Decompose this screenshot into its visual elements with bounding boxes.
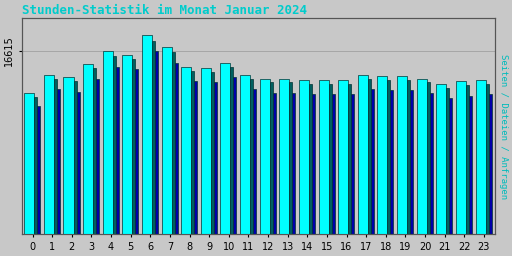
- Bar: [162, 47, 172, 234]
- Bar: [312, 94, 315, 234]
- Bar: [338, 80, 348, 234]
- Bar: [194, 81, 197, 234]
- Bar: [37, 106, 40, 234]
- Bar: [201, 68, 211, 234]
- Bar: [371, 89, 374, 234]
- Bar: [116, 67, 119, 234]
- Bar: [113, 56, 116, 234]
- Bar: [54, 79, 57, 234]
- Bar: [152, 40, 155, 234]
- Bar: [329, 84, 332, 234]
- Bar: [96, 79, 99, 234]
- Bar: [280, 79, 289, 234]
- Bar: [289, 82, 292, 234]
- Bar: [469, 95, 472, 234]
- Bar: [436, 84, 446, 234]
- Bar: [240, 74, 250, 234]
- Bar: [230, 67, 233, 234]
- Bar: [351, 94, 354, 234]
- Bar: [155, 51, 158, 234]
- Bar: [233, 77, 237, 234]
- Bar: [410, 90, 413, 234]
- Bar: [57, 89, 60, 234]
- Bar: [211, 72, 214, 234]
- Bar: [417, 79, 426, 234]
- Bar: [292, 93, 295, 234]
- Bar: [377, 76, 388, 234]
- Bar: [260, 79, 270, 234]
- Bar: [214, 82, 217, 234]
- Bar: [250, 79, 253, 234]
- Bar: [466, 85, 469, 234]
- Bar: [358, 74, 368, 234]
- Bar: [456, 81, 466, 234]
- Bar: [309, 84, 312, 234]
- Bar: [76, 92, 79, 234]
- Bar: [142, 35, 152, 234]
- Bar: [368, 79, 371, 234]
- Bar: [63, 77, 74, 234]
- Text: Stunden-Statistik im Monat Januar 2024: Stunden-Statistik im Monat Januar 2024: [22, 4, 307, 17]
- Bar: [221, 63, 230, 234]
- Bar: [191, 71, 194, 234]
- Bar: [348, 84, 351, 234]
- Bar: [430, 93, 433, 234]
- Bar: [318, 80, 329, 234]
- Bar: [74, 81, 76, 234]
- Bar: [450, 98, 452, 234]
- Bar: [34, 97, 37, 234]
- Bar: [426, 82, 430, 234]
- Bar: [270, 82, 273, 234]
- Bar: [133, 59, 135, 234]
- Bar: [83, 64, 93, 234]
- Bar: [299, 80, 309, 234]
- Bar: [476, 80, 485, 234]
- Bar: [446, 88, 450, 234]
- Bar: [407, 80, 410, 234]
- Bar: [122, 55, 133, 234]
- Bar: [332, 94, 334, 234]
- Bar: [103, 51, 113, 234]
- Bar: [175, 63, 178, 234]
- Y-axis label: Seiten / Dateien / Anfragen: Seiten / Dateien / Anfragen: [499, 54, 508, 199]
- Bar: [135, 69, 138, 234]
- Bar: [253, 89, 256, 234]
- Bar: [172, 52, 175, 234]
- Bar: [93, 68, 96, 234]
- Bar: [273, 93, 276, 234]
- Bar: [397, 76, 407, 234]
- Bar: [24, 93, 34, 234]
- Bar: [488, 94, 492, 234]
- Bar: [181, 67, 191, 234]
- Bar: [44, 74, 54, 234]
- Bar: [391, 90, 393, 234]
- Bar: [485, 84, 488, 234]
- Bar: [388, 80, 391, 234]
